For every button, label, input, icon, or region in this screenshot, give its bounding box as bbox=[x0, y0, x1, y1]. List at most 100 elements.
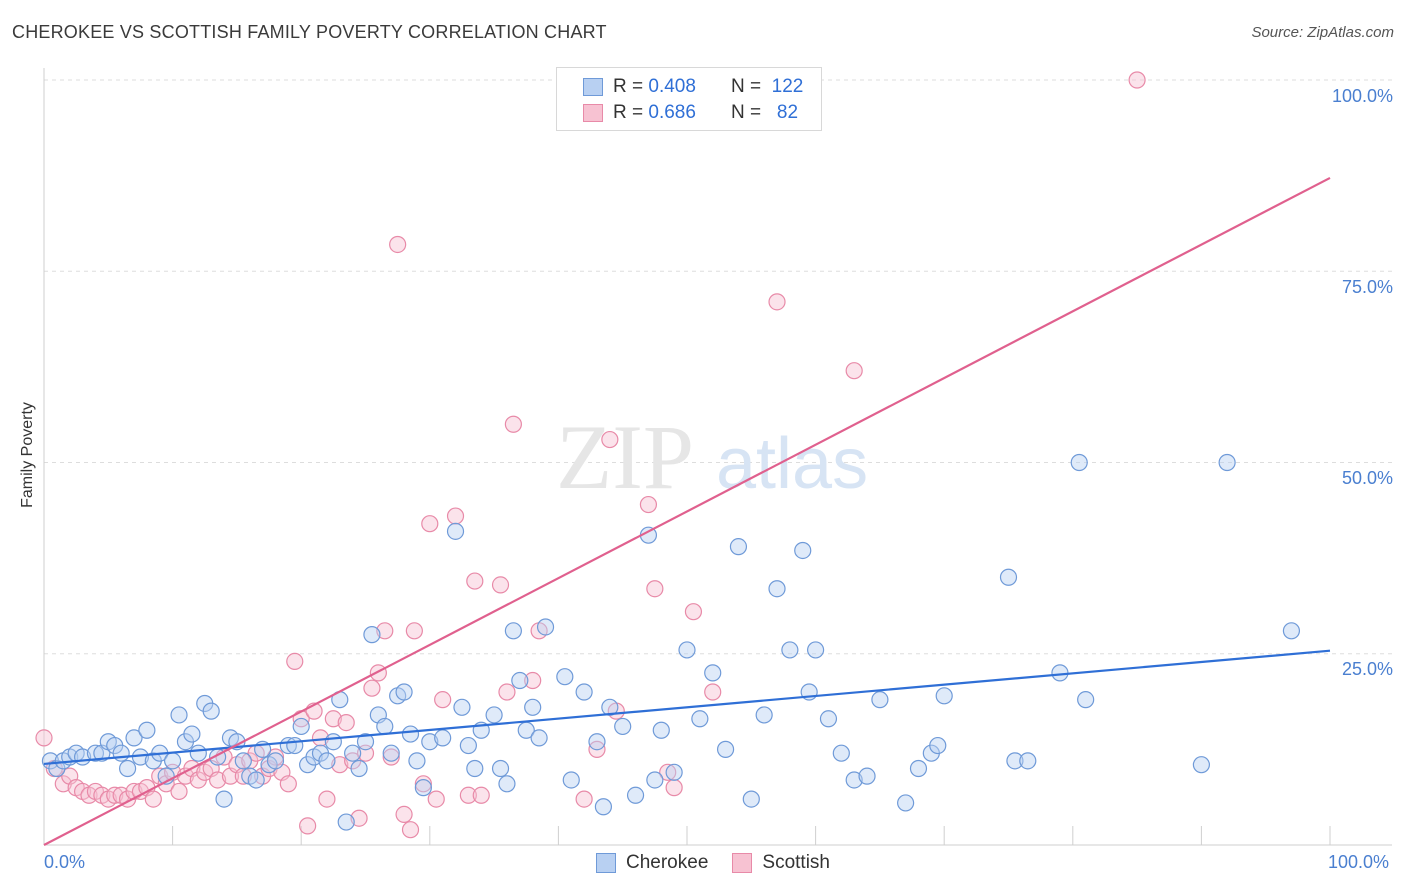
cherokee-point-53 bbox=[395, 683, 413, 701]
chart-title: CHEROKEE VS SCOTTISH FAMILY POVERTY CORR… bbox=[12, 22, 607, 42]
scottish-point-77 bbox=[659, 763, 677, 781]
cherokee-point-22 bbox=[189, 744, 207, 762]
scottish-point-73 bbox=[601, 430, 619, 449]
cherokee-point-84 bbox=[665, 763, 683, 781]
scottish-trend-line bbox=[43, 176, 1331, 846]
cherokee-point-41 bbox=[318, 752, 336, 770]
cherokee-point-77 bbox=[594, 798, 613, 816]
scottish-point-80 bbox=[704, 683, 722, 701]
scottish-point-69 bbox=[524, 671, 542, 690]
cherokee-point-44 bbox=[337, 813, 355, 831]
cherokee-point-66 bbox=[498, 775, 516, 793]
legend-item-scottish[interactable]: Scottish bbox=[732, 852, 830, 874]
cherokee-point-61 bbox=[459, 736, 477, 755]
trend-lines bbox=[43, 176, 1331, 846]
cherokee-point-103 bbox=[909, 759, 928, 778]
cherokee-point-67 bbox=[504, 622, 522, 640]
cherokee-point-79 bbox=[614, 717, 632, 736]
cherokee-point-87 bbox=[704, 664, 722, 682]
cherokee-point-65 bbox=[491, 759, 510, 778]
cherokee-point-31 bbox=[247, 771, 265, 789]
cherokee-point-6 bbox=[86, 744, 105, 762]
legend-item-cherokee[interactable]: Cherokee bbox=[596, 852, 708, 874]
cherokee-point-72 bbox=[536, 618, 555, 636]
scottish-point-67 bbox=[498, 683, 516, 701]
cherokee-point-24 bbox=[202, 702, 220, 720]
scottish-point-79 bbox=[684, 603, 703, 621]
legend-n-label: N = bbox=[730, 76, 762, 97]
legend-r-label: R = bbox=[613, 102, 644, 123]
y-tick-label-75: 75.0% bbox=[1341, 277, 1393, 297]
cherokee-point-100 bbox=[858, 767, 876, 785]
cherokee-point-98 bbox=[832, 744, 850, 762]
cherokee-point-86 bbox=[691, 710, 709, 728]
cherokee-point-78 bbox=[601, 698, 619, 716]
cherokee-r-value: 0.408 bbox=[648, 76, 696, 97]
scottish-point-71 bbox=[575, 790, 593, 808]
cherokee-point-80 bbox=[626, 786, 645, 804]
cherokee-point-88 bbox=[716, 740, 735, 758]
cherokee-point-57 bbox=[421, 733, 439, 751]
scottish-point-51 bbox=[369, 664, 387, 682]
scottish-point-16 bbox=[144, 790, 162, 808]
watermark: ZIP atlas bbox=[556, 406, 868, 508]
cherokee-point-115 bbox=[1282, 622, 1301, 640]
scottish-point-50 bbox=[363, 679, 381, 697]
cherokee-legend-label: Cherokee bbox=[626, 852, 709, 873]
scottish-legend-swatch bbox=[732, 853, 753, 873]
scottish-point-48 bbox=[350, 809, 368, 827]
cherokee-point-75 bbox=[575, 683, 593, 701]
scottish-point-54 bbox=[389, 235, 407, 254]
cherokee-point-21 bbox=[183, 725, 201, 743]
scottish-point-38 bbox=[286, 652, 304, 671]
cherokee-point-64 bbox=[485, 706, 503, 724]
legend-row-cherokee: R = 0.408 N = 122 bbox=[583, 76, 803, 98]
scottish-point-75 bbox=[639, 495, 658, 514]
gridlines bbox=[44, 79, 1392, 655]
cherokee-point-113 bbox=[1192, 756, 1211, 774]
scottish-point-63 bbox=[459, 786, 477, 804]
cherokee-point-105 bbox=[929, 736, 947, 755]
scottish-point-43 bbox=[318, 790, 336, 808]
cherokee-point-83 bbox=[652, 721, 670, 739]
y-tick-label-50: 50.0% bbox=[1341, 468, 1393, 488]
scottish-point-30 bbox=[234, 767, 252, 785]
cherokee-point-10 bbox=[112, 744, 130, 762]
scottish-point-59 bbox=[421, 515, 439, 533]
watermark-atlas: atlas bbox=[716, 424, 868, 504]
cherokee-point-55 bbox=[408, 752, 426, 770]
legend-r-label: R = bbox=[613, 76, 644, 97]
cherokee-point-111 bbox=[1070, 453, 1088, 472]
scottish-point-45 bbox=[331, 756, 349, 774]
cherokee-point-19 bbox=[170, 706, 188, 724]
scottish-point-52 bbox=[376, 622, 394, 640]
scottish-point-76 bbox=[646, 580, 664, 598]
cherokee-point-60 bbox=[453, 698, 471, 716]
cherokee-point-26 bbox=[215, 790, 233, 808]
cherokee-point-18 bbox=[164, 752, 182, 770]
scottish-point-56 bbox=[401, 821, 420, 839]
cherokee-point-45 bbox=[344, 744, 362, 762]
cherokee-point-37 bbox=[292, 717, 310, 736]
cherokee-point-108 bbox=[1006, 752, 1024, 770]
scottish-point-53 bbox=[382, 748, 400, 766]
cherokee-point-12 bbox=[125, 729, 143, 747]
scottish-point-64 bbox=[466, 572, 484, 590]
cherokee-point-51 bbox=[382, 744, 400, 762]
scottish-point-83 bbox=[1128, 71, 1146, 89]
scottish-n-value: 82 bbox=[776, 102, 799, 123]
cherokee-point-42 bbox=[324, 733, 342, 751]
cherokee-point-92 bbox=[768, 580, 786, 598]
cherokee-point-94 bbox=[794, 541, 812, 560]
cherokee-point-34 bbox=[266, 752, 285, 770]
cherokee-point-96 bbox=[806, 641, 825, 659]
scottish-point-58 bbox=[414, 775, 432, 793]
legend-box: R = 0.408 N = 122 R = 0.686 N = 82 bbox=[556, 67, 822, 131]
cherokee-point-62 bbox=[466, 759, 484, 778]
cherokee-legend-swatch bbox=[596, 853, 616, 873]
scottish-point-40 bbox=[299, 817, 317, 835]
watermark-zip: ZIP bbox=[556, 406, 694, 508]
scottish-point-68 bbox=[504, 415, 522, 433]
series-legend: Cherokee Scottish bbox=[596, 852, 854, 874]
